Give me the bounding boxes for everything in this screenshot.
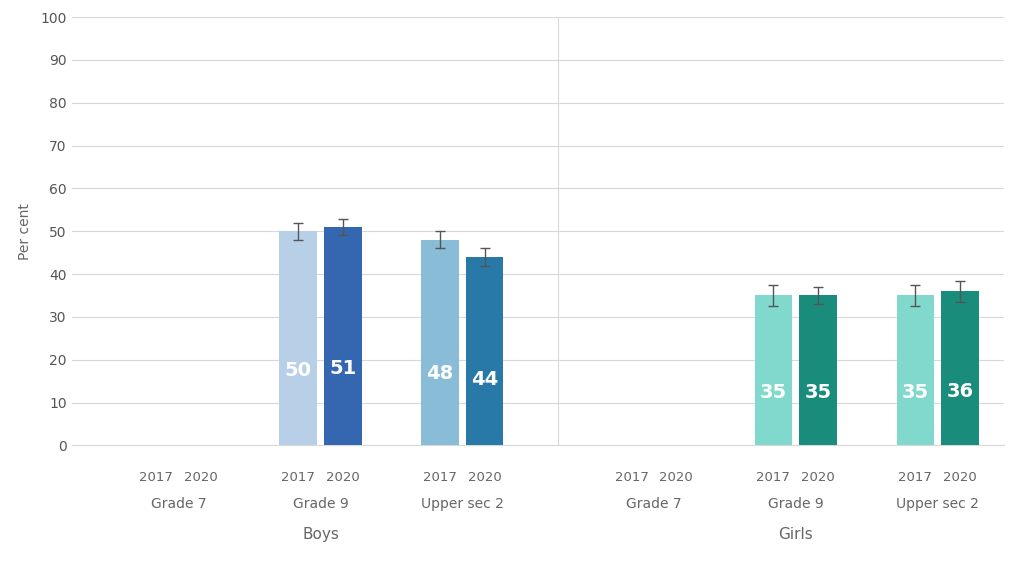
Text: 50: 50 bbox=[285, 361, 311, 380]
Text: 36: 36 bbox=[946, 382, 974, 401]
Text: 2017: 2017 bbox=[139, 471, 173, 484]
Text: 2020: 2020 bbox=[943, 471, 977, 484]
Text: 2017: 2017 bbox=[898, 471, 932, 484]
Text: 2017: 2017 bbox=[614, 471, 648, 484]
Text: Grade 7: Grade 7 bbox=[626, 497, 682, 511]
Text: Girls: Girls bbox=[778, 526, 813, 542]
Bar bbox=[325, 227, 361, 445]
Bar bbox=[800, 296, 837, 445]
Text: 2020: 2020 bbox=[326, 471, 359, 484]
Y-axis label: Per cent: Per cent bbox=[18, 203, 32, 260]
Text: 35: 35 bbox=[805, 383, 831, 403]
Text: 2017: 2017 bbox=[757, 471, 791, 484]
Bar bbox=[421, 240, 459, 445]
Bar bbox=[897, 296, 934, 445]
Text: 2020: 2020 bbox=[801, 471, 835, 484]
Text: Grade 7: Grade 7 bbox=[151, 497, 207, 511]
Bar bbox=[466, 257, 504, 445]
Text: 2017: 2017 bbox=[423, 471, 457, 484]
Text: 44: 44 bbox=[471, 370, 499, 389]
Text: Upper sec 2: Upper sec 2 bbox=[421, 497, 504, 511]
Text: 51: 51 bbox=[330, 359, 356, 379]
Bar bbox=[941, 291, 979, 445]
Text: 48: 48 bbox=[426, 364, 454, 383]
Text: Grade 9: Grade 9 bbox=[768, 497, 823, 511]
Text: 2020: 2020 bbox=[468, 471, 502, 484]
Bar bbox=[280, 231, 316, 445]
Text: 35: 35 bbox=[901, 383, 929, 403]
Text: 2017: 2017 bbox=[282, 471, 315, 484]
Text: 2020: 2020 bbox=[184, 471, 218, 484]
Text: Grade 9: Grade 9 bbox=[293, 497, 348, 511]
Text: Upper sec 2: Upper sec 2 bbox=[896, 497, 979, 511]
Text: Boys: Boys bbox=[302, 526, 339, 542]
Text: 2020: 2020 bbox=[659, 471, 693, 484]
Bar bbox=[755, 296, 792, 445]
Text: 35: 35 bbox=[760, 383, 786, 403]
